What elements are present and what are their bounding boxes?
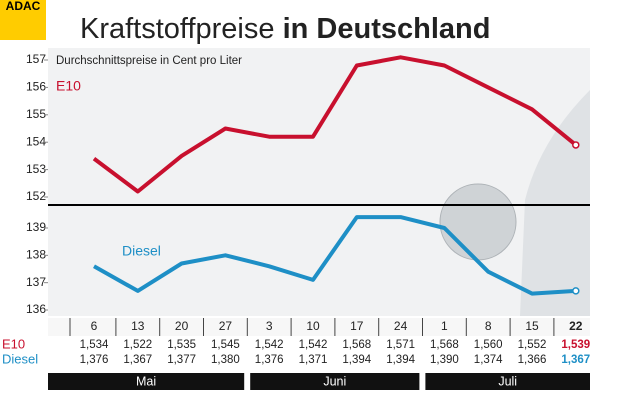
logo-box	[0, 0, 46, 40]
value-label: 1,390	[430, 354, 459, 366]
value-label: 1,571	[386, 339, 415, 351]
value-label: 1,394	[386, 354, 415, 366]
value-label: 1,366	[518, 354, 547, 366]
value-label: 1,568	[430, 339, 459, 351]
value-label: 1,552	[518, 339, 547, 351]
y-tick-label: 138	[26, 248, 46, 262]
title-bold: in Deutschland	[283, 13, 491, 45]
value-label: 1,376	[255, 354, 284, 366]
chart-title: Kraftstoffpreise in Deutschland	[80, 13, 490, 45]
y-tick-label: 157	[26, 52, 46, 66]
title-regular: Kraftstoffpreise	[80, 13, 275, 45]
value-label: 1,367	[123, 354, 152, 366]
last-point	[572, 141, 580, 149]
value-label: 1,371	[299, 354, 328, 366]
value-label: 1,534	[80, 339, 109, 351]
value-label: 1,377	[167, 354, 196, 366]
value-label: 1,560	[474, 339, 503, 351]
subtitle: Durchschnittspreise in Cent pro Liter	[56, 55, 242, 67]
value-label: 1,542	[299, 339, 328, 351]
plot-area	[48, 48, 590, 316]
last-point	[572, 287, 580, 295]
y-tick-label: 155	[26, 107, 46, 121]
value-label: 1,522	[123, 339, 152, 351]
y-tick-label: 137	[26, 275, 46, 289]
y-tick-label: 139	[26, 220, 46, 234]
value-label: 1,394	[342, 354, 371, 366]
value-label: 1,542	[255, 339, 284, 351]
category-row	[48, 318, 590, 336]
series-label: E10	[56, 78, 81, 94]
value-label: 1,374	[474, 354, 503, 366]
x-tick-label: 6	[91, 319, 98, 333]
month-label: Juli	[498, 374, 517, 388]
x-tick-label: 13	[131, 319, 145, 333]
series-line	[92, 55, 578, 194]
x-tick-label: 17	[350, 319, 364, 333]
x-tick-label: 8	[485, 319, 492, 333]
value-label: 1,376	[80, 354, 109, 366]
fuel-cap-illustration	[439, 183, 517, 261]
x-tick-label: 3	[266, 319, 273, 333]
x-tick-label: 10	[306, 319, 320, 333]
month-label: Juni	[323, 374, 346, 388]
x-tick-label: 27	[219, 319, 233, 333]
value-label: 1,380	[211, 354, 240, 366]
month-bar	[48, 373, 245, 390]
row-label: Diesel	[2, 351, 38, 366]
x-tick-label: 24	[394, 319, 408, 333]
y-tick-label: 154	[26, 134, 46, 148]
value-label: 1,539	[561, 339, 590, 351]
x-tick-label: 1	[441, 319, 448, 333]
row-label: E10	[2, 336, 25, 351]
series-line	[93, 215, 576, 296]
logo: ADAC	[6, 0, 41, 13]
value-label: 1,535	[167, 339, 196, 351]
x-tick-label: 22	[569, 319, 583, 333]
value-label: 1,568	[342, 339, 371, 351]
value-label: 1,545	[211, 339, 240, 351]
y-tick-label: 153	[26, 162, 46, 176]
month-label: Mai	[136, 374, 156, 388]
y-tick-label: 156	[26, 80, 46, 94]
value-label: 1,367	[561, 354, 590, 366]
x-tick-label: 15	[525, 319, 539, 333]
month-bar	[250, 373, 420, 390]
y-tick-label: 152	[26, 189, 46, 203]
series-label: Diesel	[122, 243, 161, 259]
month-bar	[425, 373, 590, 390]
x-tick-label: 20	[175, 319, 189, 333]
y-tick-label: 136	[26, 302, 46, 316]
